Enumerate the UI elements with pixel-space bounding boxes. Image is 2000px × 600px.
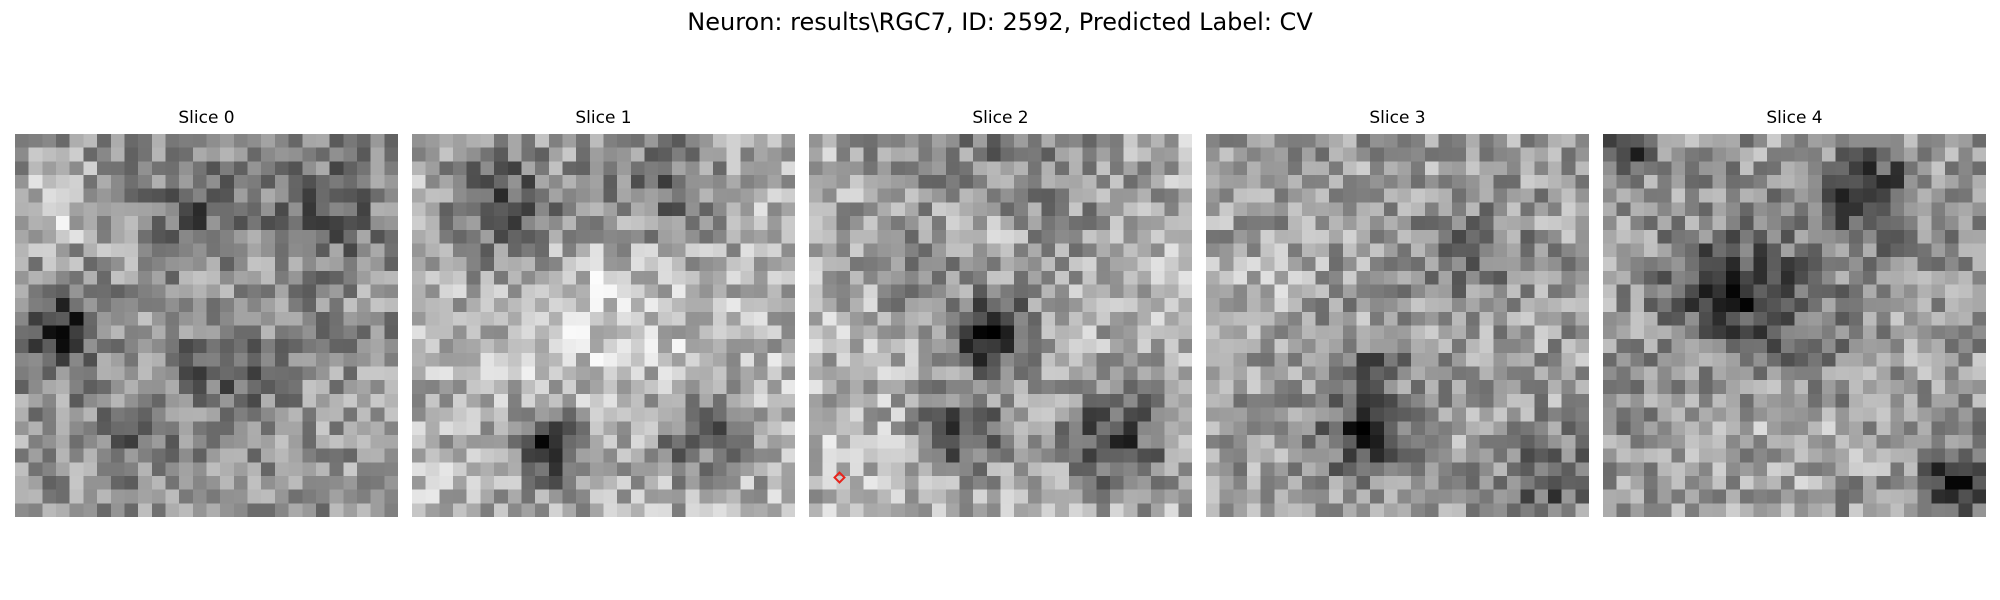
slice-image bbox=[412, 134, 795, 517]
slice-image-canvas bbox=[1206, 134, 1589, 517]
slice-image bbox=[809, 134, 1192, 517]
slice-image-canvas bbox=[412, 134, 795, 517]
slice-title: Slice 0 bbox=[178, 108, 235, 128]
slice-image bbox=[1206, 134, 1589, 517]
slice-image bbox=[1603, 134, 1986, 517]
slice-title: Slice 4 bbox=[1766, 108, 1823, 128]
slice-image-canvas bbox=[1603, 134, 1986, 517]
slice-title: Slice 2 bbox=[972, 108, 1029, 128]
slice-panel-3: Slice 3 bbox=[1206, 108, 1589, 517]
slice-panel-4: Slice 4 bbox=[1603, 108, 1986, 517]
slice-panel-1: Slice 1 bbox=[412, 108, 795, 517]
slice-image-canvas bbox=[15, 134, 398, 517]
figure-title: Neuron: results\RGC7, ID: 2592, Predicte… bbox=[687, 8, 1313, 36]
slice-image-canvas bbox=[809, 134, 1192, 517]
slice-title: Slice 1 bbox=[575, 108, 632, 128]
slice-image bbox=[15, 134, 398, 517]
slice-panel-2: Slice 2 bbox=[809, 108, 1192, 517]
slice-panel-0: Slice 0 bbox=[15, 108, 398, 517]
slice-title: Slice 3 bbox=[1369, 108, 1426, 128]
